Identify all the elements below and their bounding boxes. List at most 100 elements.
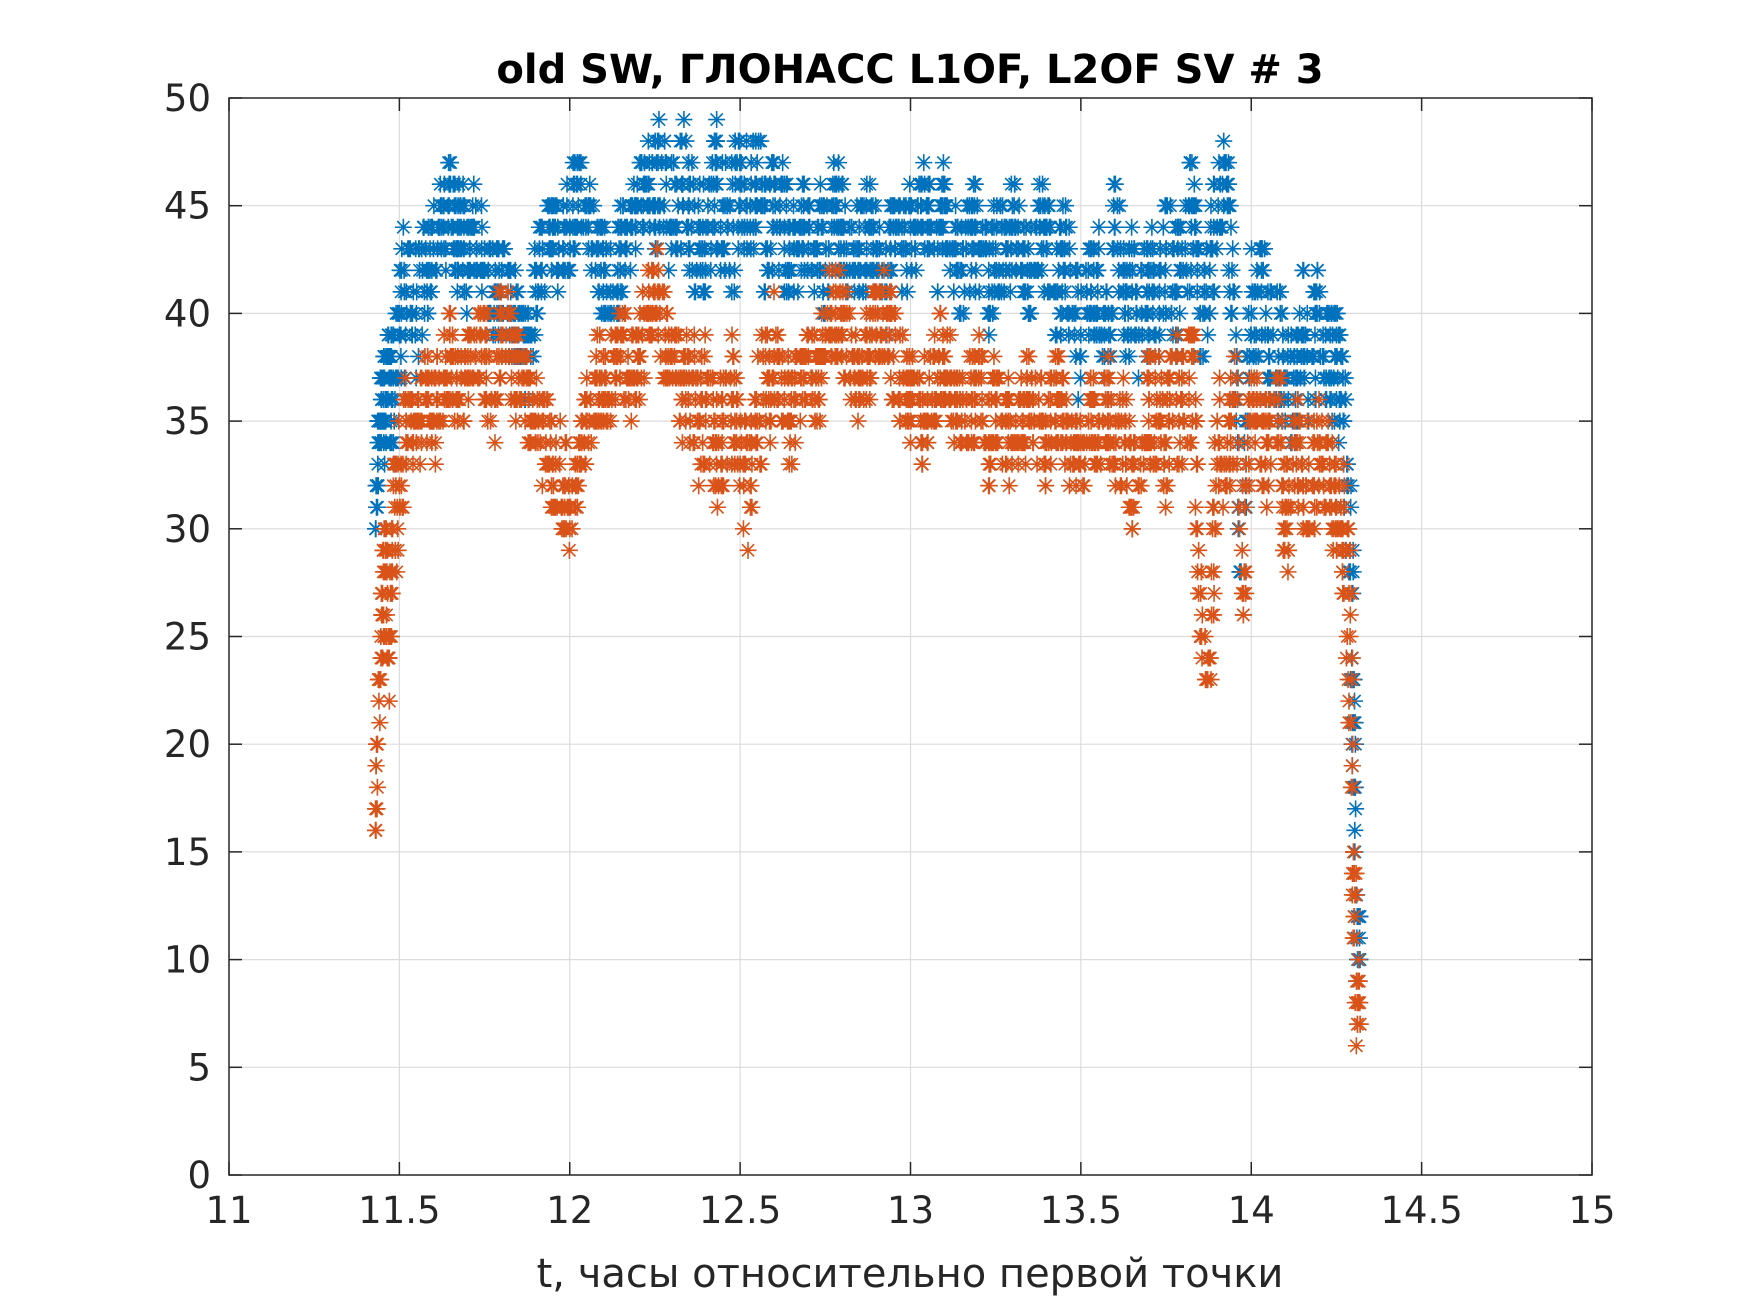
data-point-l2of <box>1175 412 1193 430</box>
data-point-l1of <box>868 240 886 258</box>
data-point-l1of <box>901 175 919 193</box>
data-point-l1of <box>864 197 882 215</box>
data-point-l2of <box>761 434 779 452</box>
data-point-l1of <box>640 175 658 193</box>
data-point-l2of <box>1141 434 1159 452</box>
data-point-l2of <box>1209 434 1227 452</box>
data-point-l1of <box>1067 304 1085 322</box>
data-point-l1of <box>967 261 985 279</box>
data-point-l1of <box>571 154 589 172</box>
data-point-l2of <box>649 261 667 279</box>
data-point-l2of <box>1300 455 1318 473</box>
data-point-l2of <box>932 304 950 322</box>
data-point-l1of <box>1152 261 1170 279</box>
data-point-l1of <box>1221 197 1239 215</box>
data-point-l2of <box>1335 455 1353 473</box>
data-point-l2of <box>1335 477 1353 495</box>
data-point-l2of <box>382 584 400 602</box>
data-point-l2of <box>598 412 616 430</box>
data-point-l2of <box>443 369 461 387</box>
data-point-l1of <box>726 132 744 150</box>
data-point-l2of <box>478 326 496 344</box>
data-point-l1of <box>755 283 773 301</box>
y-tick-label: 0 <box>187 1154 211 1197</box>
data-point-l2of <box>998 455 1015 473</box>
data-point-l2of <box>1053 369 1071 387</box>
data-point-l2of <box>708 498 726 516</box>
y-tick-label: 35 <box>164 400 211 443</box>
data-point-l2of <box>1118 477 1136 495</box>
data-point-l2of <box>410 412 428 430</box>
data-point-l2of <box>1347 1037 1365 1055</box>
data-point-l2of <box>649 240 667 258</box>
data-point-l1of <box>1007 261 1025 279</box>
data-point-l2of <box>560 541 578 559</box>
data-point-l2of <box>1193 606 1211 624</box>
data-point-l1of <box>852 197 870 215</box>
data-point-l2of <box>443 326 461 344</box>
data-point-l2of <box>1340 692 1358 710</box>
data-point-l2of <box>695 347 713 365</box>
data-point-l1of <box>1010 197 1028 215</box>
data-point-l2of <box>389 541 407 559</box>
data-point-l1of <box>435 197 453 215</box>
data-point-l2of <box>1305 477 1323 495</box>
data-point-l1of <box>1227 326 1245 344</box>
data-point-l1of <box>381 347 399 365</box>
data-point-l2of <box>1201 649 1219 667</box>
data-point-l2of <box>980 477 998 495</box>
data-point-l2of <box>489 391 507 409</box>
data-point-l1of <box>748 154 766 172</box>
data-point-l1of <box>1034 175 1052 193</box>
data-point-l1of <box>774 154 792 172</box>
data-point-l1of <box>800 218 818 236</box>
data-point-l2of <box>725 347 743 365</box>
data-point-l1of <box>472 197 490 215</box>
data-point-l2of <box>418 434 436 452</box>
data-point-l2of <box>597 369 615 387</box>
data-point-l1of <box>1089 261 1107 279</box>
data-point-l1of <box>1140 283 1158 301</box>
data-point-l2of <box>419 347 437 365</box>
data-point-l2of <box>746 391 764 409</box>
data-point-l2of <box>1245 369 1263 387</box>
data-point-l1of <box>1040 197 1058 215</box>
data-point-l2of <box>1237 477 1255 495</box>
data-point-l2of <box>1100 369 1118 387</box>
data-point-l2of <box>936 347 954 365</box>
data-point-l2of <box>1311 434 1329 452</box>
data-point-l1of <box>1100 326 1118 344</box>
data-point-l2of <box>1181 434 1199 452</box>
data-point-l2of <box>1278 455 1296 473</box>
data-point-l2of <box>502 304 520 322</box>
data-point-l2of <box>1099 347 1117 365</box>
data-point-l1of <box>1264 326 1282 344</box>
data-point-l2of <box>622 412 640 430</box>
data-point-l1of <box>561 261 579 279</box>
data-point-l2of <box>765 283 783 301</box>
data-point-l2of <box>547 455 565 473</box>
data-point-l2of <box>370 692 388 710</box>
data-point-l1of <box>1142 240 1160 258</box>
data-point-l1of <box>1158 197 1176 215</box>
data-point-l2of <box>1326 455 1344 473</box>
data-point-l2of <box>1260 434 1278 452</box>
data-point-l2of <box>891 326 909 344</box>
data-point-l2of <box>1328 520 1346 538</box>
data-point-l1of <box>1123 261 1141 279</box>
data-point-l2of <box>1279 541 1297 559</box>
data-point-l2of <box>1270 434 1288 452</box>
data-point-l2of <box>388 563 406 581</box>
data-point-l1of <box>1016 240 1034 258</box>
data-point-l1of <box>1056 283 1074 301</box>
data-point-l2of <box>714 477 732 495</box>
y-tick-label: 40 <box>164 292 211 335</box>
data-point-l2of <box>676 347 694 365</box>
data-point-l2of <box>486 434 504 452</box>
data-point-l2of <box>1107 434 1125 452</box>
data-point-l2of <box>723 326 741 344</box>
data-point-l2of <box>913 455 931 473</box>
data-point-l2of <box>1185 347 1203 365</box>
data-point-l2of <box>1342 584 1360 602</box>
data-point-l2of <box>1345 908 1363 926</box>
